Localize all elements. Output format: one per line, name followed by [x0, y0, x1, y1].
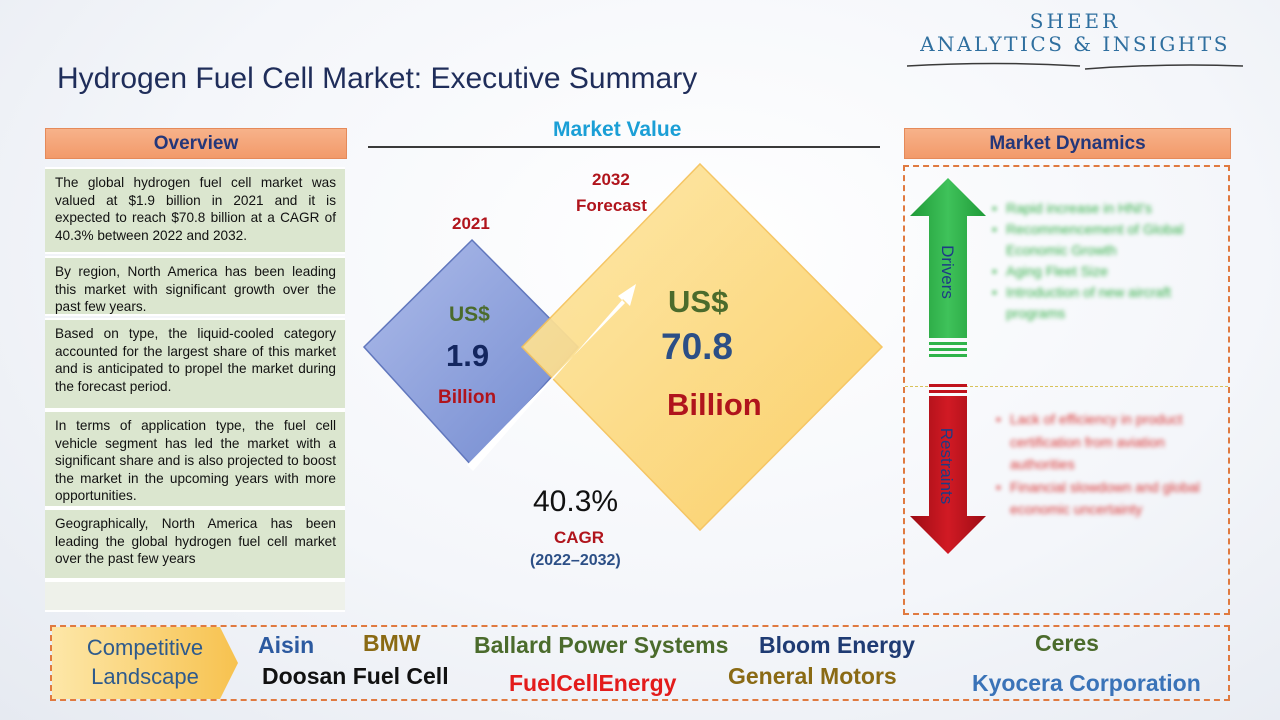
value-2032-unit: Billion — [667, 387, 762, 422]
drivers-up-arrow-icon — [910, 178, 986, 357]
company-name: General Motors — [728, 663, 897, 689]
label-forecast: Forecast — [576, 196, 647, 215]
overview-paragraph: Based on type, the liquid-cooled categor… — [45, 318, 345, 410]
cagr-period: (2022–2032) — [530, 552, 621, 569]
logo-line-2: ANALYTICS & INSIGHTS — [920, 32, 1230, 56]
restraints-label: Restraints — [937, 427, 956, 505]
cagr-value: 40.3% — [533, 485, 619, 518]
company-name: Ceres — [1035, 630, 1099, 656]
cagr-label: CAGR — [554, 528, 605, 547]
company-name: Bloom Energy — [759, 632, 915, 658]
restraints-list: Lack of efficiency in product certificat… — [994, 408, 1224, 521]
overview-empty-row — [45, 580, 345, 612]
drivers-label: Drivers — [938, 245, 957, 299]
cl-label-line-2: Landscape — [91, 664, 199, 689]
overview-header: Overview — [45, 128, 347, 159]
restraint-item: Lack of efficiency in product certificat… — [994, 408, 1224, 476]
company-name: Aisin — [258, 632, 315, 658]
label-2021: 2021 — [452, 214, 490, 233]
restraints-down-arrow-icon — [910, 384, 986, 554]
overview-paragraph: Geographically, North America has been l… — [45, 508, 345, 580]
brand-logo: SHEER ANALYTICS & INSIGHTS — [905, 10, 1245, 56]
market-value-diagram — [362, 162, 884, 532]
value-2021-amount: 1.9 — [446, 338, 490, 373]
company-name: Ballard Power Systems — [474, 632, 729, 658]
overview-paragraph: In terms of application type, the fuel c… — [45, 410, 345, 508]
growth-arrow-icon — [467, 284, 636, 471]
company-name: Doosan Fuel Cell — [262, 663, 449, 689]
market-value-title: Market Value — [553, 118, 682, 141]
restraint-item: Financial slowdown and global economic u… — [994, 476, 1224, 521]
logo-line-1: SHEER — [1029, 9, 1121, 33]
market-dynamics-panel — [903, 165, 1230, 615]
company-name: BMW — [363, 630, 421, 656]
dynamics-divider — [905, 386, 1228, 387]
value-2021-unit: Billion — [438, 387, 497, 408]
value-2032-currency: US$ — [668, 284, 729, 319]
diamond-2032 — [520, 162, 884, 532]
competitive-landscape-panel — [50, 625, 1230, 701]
driver-item: Aging Fleet Size — [990, 261, 1220, 282]
value-2021-currency: US$ — [449, 303, 490, 326]
market-dynamics-header: Market Dynamics — [904, 128, 1231, 159]
drivers-list: Rapid increase in HNI's Recommencement o… — [990, 198, 1220, 324]
company-name: Kyocera Corporation — [972, 670, 1201, 696]
page-title: Hydrogen Fuel Cell Market: Executive Sum… — [57, 62, 698, 95]
logo-swoosh-icon — [906, 62, 1244, 70]
company-name: FuelCellEnergy — [509, 670, 677, 696]
value-2032-amount: 70.8 — [661, 326, 734, 367]
market-value-rule — [368, 146, 880, 148]
competitive-landscape-label: Competitive Landscape — [52, 627, 238, 699]
cl-label-line-1: Competitive — [86, 635, 204, 660]
overview-paragraph: The global hydrogen fuel cell market was… — [45, 167, 345, 254]
competitive-landscape-chevron — [52, 627, 238, 699]
driver-item: Introduction of new aircraft programs — [990, 282, 1220, 324]
driver-item: Recommencement of Global Economic Growth — [990, 219, 1220, 261]
driver-item: Rapid increase in HNI's — [990, 198, 1220, 219]
label-2032: 2032 — [592, 170, 630, 189]
overview-paragraph: By region, North America has been leadin… — [45, 256, 345, 316]
